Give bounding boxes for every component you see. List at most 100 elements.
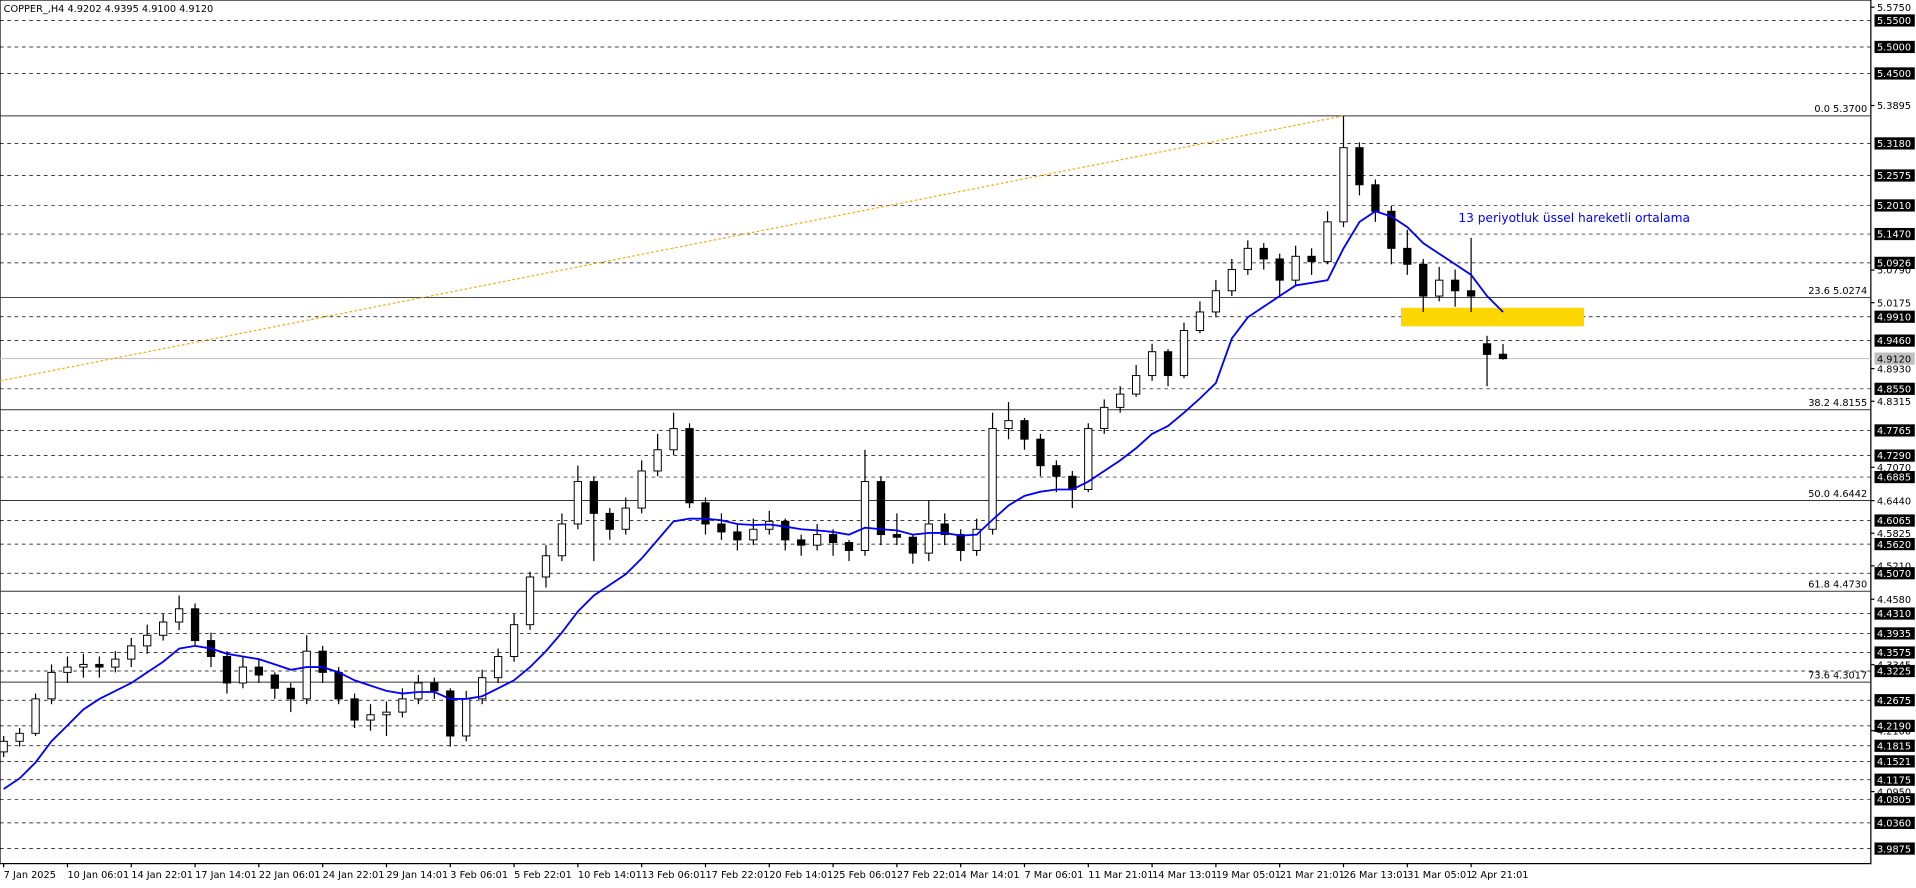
candle-body [127,645,136,660]
candle-body [15,732,24,742]
level-label-box [1874,567,1915,580]
candle-body [1227,269,1236,292]
level-label-box [1874,470,1915,484]
y-tick-label: 5.5750 [1877,3,1911,14]
candle-body [1435,279,1444,297]
candle-body [892,534,902,538]
candle-body [111,658,120,668]
candle-body [1131,375,1141,395]
candle-body [318,650,327,673]
level-label: 5.2010 [1877,201,1911,212]
x-tick-label: 25 Feb 06:01 [833,870,897,881]
x-tick-label: 13 Feb 06:01 [642,870,706,881]
y-tick-label: 5.0175 [1877,298,1911,309]
level-label: 5.2575 [1877,171,1911,182]
candle-body [302,650,311,700]
y-tick-label: 4.5210 [1877,562,1911,573]
x-tick-label: 4 Mar 14:01 [961,870,1020,881]
candle-body [47,671,56,700]
candle-body [701,502,710,525]
candle-body [174,608,184,623]
level-label-box [1874,424,1915,437]
candle-body [286,687,295,700]
x-tick-label: 17 Feb 22:01 [705,870,769,881]
level-label-box [1874,14,1915,27]
candle-body [414,682,423,700]
trendline [0,115,1344,382]
x-tick-label: 14 Jan 22:01 [131,870,193,881]
candle-body [1195,311,1205,332]
level-label: 4.7290 [1877,451,1911,462]
y-tick-label: 5.3895 [1877,101,1911,112]
x-tick-label: 20 Feb 14:01 [769,870,833,881]
candle-body [1307,255,1316,263]
level-label-box [1874,793,1915,806]
candle-body [844,542,854,551]
candle-body [781,520,790,541]
x-tick-label: 29 Jan 14:01 [386,870,448,881]
level-label: 5.0926 [1877,259,1911,270]
candle-body [797,539,806,546]
candle-body [717,523,726,533]
level-label-box [1874,310,1915,323]
candle-body [637,470,646,509]
candle-body [31,698,40,734]
plot-frame [0,0,1872,865]
annotation: 13 periyotluk üssel hareketli ortalama [1458,211,1690,225]
x-tick-label: 31 Mar 05:01 [1407,870,1472,881]
candle-body [1179,330,1189,377]
candle-body [238,666,248,684]
level-label: 5.1470 [1877,230,1911,241]
candle-body [1482,343,1492,355]
candle-body [1323,221,1332,263]
candle-body [589,481,598,514]
y-tick-label: 4.7070 [1877,463,1911,474]
candle-body [956,534,965,551]
level-label-box [1874,256,1915,269]
y-tick-label: 4.8930 [1877,364,1911,375]
candle-body [940,523,949,536]
candle-body [382,711,391,716]
level-label: 5.5500 [1877,16,1911,27]
candle-body [366,714,375,721]
level-label-box [1874,67,1915,80]
candle-body [1403,247,1412,265]
level-label: 4.1521 [1877,757,1911,768]
grid [0,20,1871,849]
level-label-box [1874,627,1915,640]
level-label-box [1874,842,1915,855]
level-label-box [1874,739,1915,752]
level-label: 4.5620 [1877,540,1911,551]
level-label: 4.7765 [1877,426,1911,437]
level-label-box [1874,694,1915,707]
y-tick-label: 4.6440 [1877,496,1911,507]
candle-body [1036,438,1045,467]
level-label: 5.5000 [1877,43,1911,54]
candle-body [1243,247,1252,271]
support-zone [1400,307,1585,327]
candle-body [653,449,662,472]
candle-body [1291,255,1300,281]
level-label: 4.1815 [1877,741,1911,752]
candle-body [478,677,487,700]
level-label-box [1874,538,1915,551]
level-label-box [1874,607,1915,620]
level-label: 4.1175 [1877,775,1911,786]
level-label-box [1874,719,1915,733]
candle-body [0,740,8,753]
level-label-box [1874,334,1915,347]
candle-body [908,536,917,554]
y-tick-label: 4.5825 [1877,529,1911,540]
candle-body [1052,465,1061,477]
candle-body [79,663,88,668]
y-tick-label: 4.0950 [1877,787,1911,798]
candle-body [1275,258,1284,281]
level-label-box [1874,169,1915,182]
last-price-box [1874,352,1915,365]
level-label-box [1874,137,1915,150]
candle-body [972,528,981,551]
candle-body [525,576,535,626]
level-label: 4.2190 [1877,722,1911,733]
level-label-box [1874,514,1915,527]
x-tick-label: 19 Mar 05:01 [1216,870,1281,881]
